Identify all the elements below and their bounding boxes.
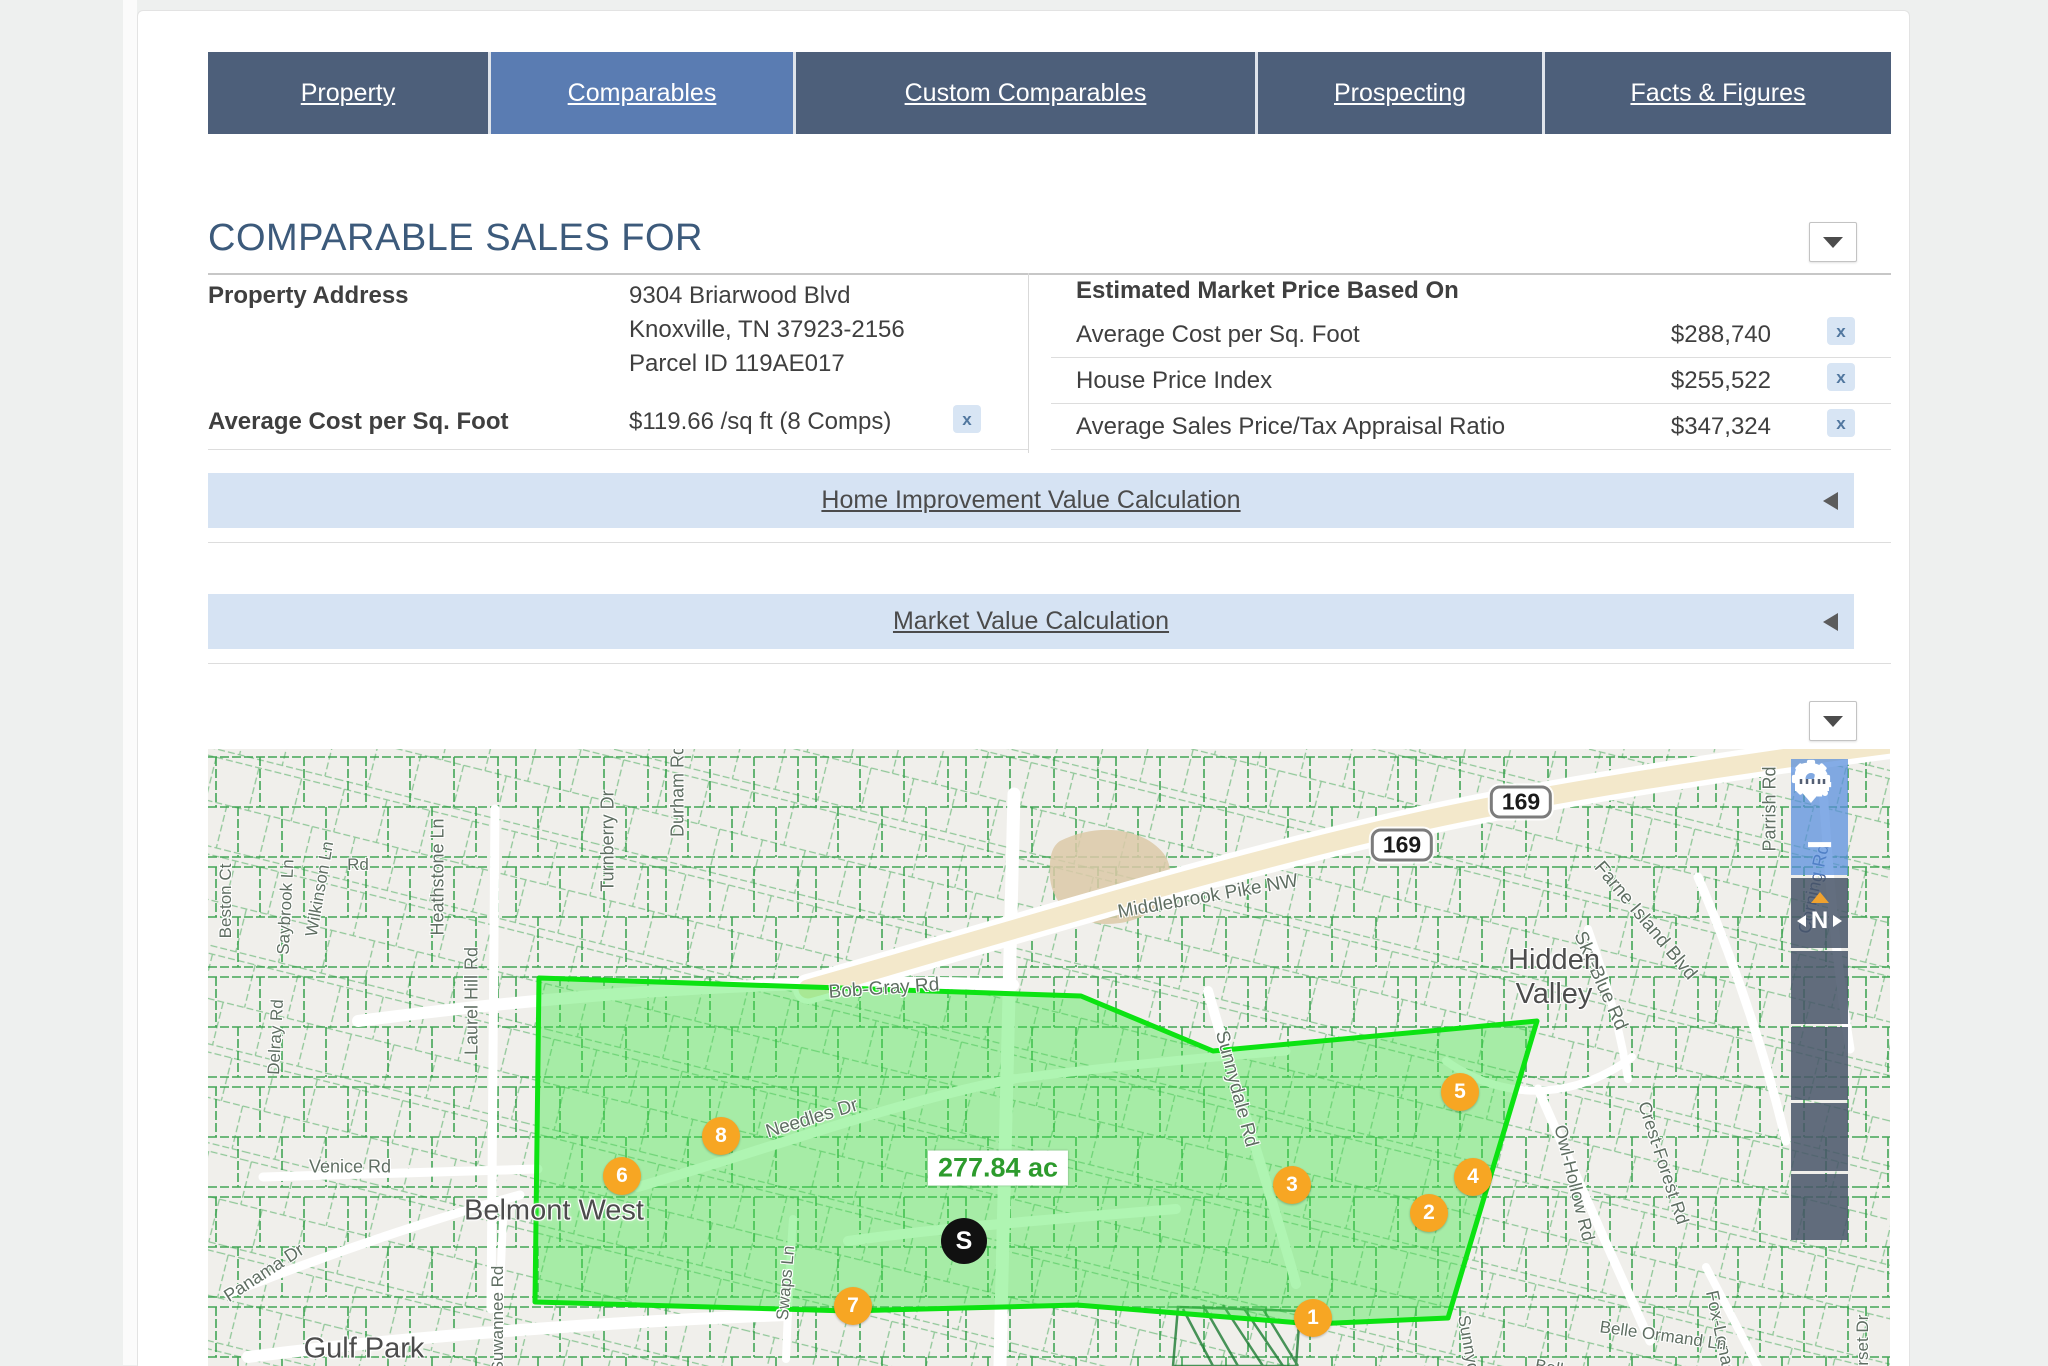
tab-property[interactable]: Property [208, 52, 491, 134]
zoom-out-button[interactable]: − [1806, 821, 1833, 867]
section-link[interactable]: Market Value Calculation [893, 607, 1169, 636]
chevron-left-icon [1823, 492, 1838, 510]
collapse-summary-button[interactable] [1809, 222, 1857, 262]
street-label: Rd [347, 855, 369, 875]
column-divider [1028, 273, 1029, 453]
comp-marker-8[interactable]: 8 [702, 1117, 740, 1155]
divider [1051, 357, 1891, 358]
tab-facts-figures[interactable]: Facts & Figures [1545, 52, 1891, 134]
pan-compass-control[interactable]: N [1791, 878, 1848, 948]
pan-right-icon[interactable] [1833, 915, 1842, 927]
avg-cost-label: Average Cost per Sq. Foot [208, 408, 509, 436]
chevron-left-icon [1823, 613, 1838, 631]
tab-custom-comparables[interactable]: Custom Comparables [796, 52, 1258, 134]
comp-marker-2[interactable]: 2 [1410, 1194, 1448, 1232]
place-label: Belmont West [464, 1195, 644, 1228]
comp-marker-1[interactable]: 1 [1294, 1299, 1332, 1337]
comp-marker-3[interactable]: 3 [1273, 1166, 1311, 1204]
comp-marker-5[interactable]: 5 [1441, 1073, 1479, 1111]
map-controls: + − N [1791, 759, 1848, 1243]
street-label: Venice Rd [309, 1157, 391, 1178]
street-label: Parrish Rd [1760, 766, 1781, 851]
remove-estimate-button[interactable]: x [1827, 363, 1855, 391]
map-base-layer [208, 749, 1890, 1366]
estimate-row-label: House Price Index [1076, 367, 1272, 395]
address-line3: Parcel ID 119AE017 [629, 350, 845, 378]
street-label: Dorset Dr [1853, 1315, 1873, 1366]
street-label: Heathstone Ln [428, 818, 449, 935]
section-market-value[interactable]: Market Value Calculation [208, 594, 1854, 649]
street-label: Turnberry Dr [598, 790, 619, 891]
divider [1051, 403, 1891, 404]
content-card: Property Comparables Custom Comparables … [137, 10, 1910, 1366]
page: Property Comparables Custom Comparables … [0, 0, 2048, 1365]
pan-left-icon[interactable] [1797, 915, 1806, 927]
remove-avg-cost-button[interactable]: x [953, 405, 981, 433]
route-shield: 169 [1490, 786, 1552, 819]
map-canvas[interactable]: Middlebrook Pike NW Bob-Gray Rd Needles … [208, 749, 1890, 1366]
divider [1051, 449, 1891, 450]
map-location-button[interactable] [1791, 1027, 1848, 1100]
property-address-label: Property Address [208, 282, 409, 310]
comp-marker-7[interactable]: 7 [834, 1287, 872, 1325]
estimate-row-label: Average Cost per Sq. Foot [1076, 321, 1360, 349]
address-line1: 9304 Briarwood Blvd [629, 282, 850, 310]
remove-estimate-button[interactable]: x [1827, 317, 1855, 345]
place-label: Hidden Valley [1487, 943, 1622, 1011]
chevron-down-icon [1823, 716, 1843, 727]
comp-marker-4[interactable]: 4 [1454, 1158, 1492, 1196]
street-label: Durham Rd [668, 749, 689, 837]
divider [208, 542, 1891, 543]
chevron-down-icon [1823, 237, 1843, 248]
place-label: Gulf Park [304, 1333, 425, 1366]
street-label: Delray Rd [264, 999, 288, 1076]
map-measure-button[interactable] [1791, 1174, 1848, 1240]
remove-estimate-button[interactable]: x [1827, 409, 1855, 437]
divider [208, 663, 1891, 664]
section-link[interactable]: Home Improvement Value Calculation [821, 486, 1240, 515]
street-label: Laurel Hill Rd [462, 947, 483, 1055]
north-label: N [1811, 907, 1828, 935]
street-label: Suwannee Rd [488, 1266, 508, 1366]
address-line2: Knoxville, TN 37923-2156 [629, 316, 905, 344]
estimate-row-value: $288,740 [1438, 321, 1771, 349]
route-shield: 169 [1371, 829, 1433, 862]
street-label: Beston Ct [216, 864, 236, 939]
section-home-improvement[interactable]: Home Improvement Value Calculation [208, 473, 1854, 528]
comp-marker-6[interactable]: 6 [603, 1157, 641, 1195]
estimates-header: Estimated Market Price Based On [1076, 277, 1459, 305]
ruler-icon [1791, 759, 1833, 795]
main-tabbar: Property Comparables Custom Comparables … [208, 52, 1891, 134]
page-gutter [123, 0, 137, 1365]
estimate-row-value: $255,522 [1438, 367, 1771, 395]
map-settings-button[interactable] [1791, 951, 1848, 1024]
collapse-map-button[interactable] [1809, 701, 1857, 741]
divider [208, 449, 1028, 450]
map-search-button[interactable] [1791, 1103, 1848, 1171]
tab-comparables[interactable]: Comparables [491, 52, 796, 134]
polygon-area-label: 277.84 ac [928, 1151, 1068, 1186]
tab-prospecting[interactable]: Prospecting [1258, 52, 1545, 134]
avg-cost-value: $119.66 /sq ft (8 Comps) [629, 408, 891, 436]
pan-up-icon[interactable] [1811, 892, 1829, 903]
subject-property-marker[interactable]: S [941, 1218, 987, 1264]
estimate-row-value: $347,324 [1438, 413, 1771, 441]
title-divider [208, 273, 1891, 275]
page-title: COMPARABLE SALES FOR [208, 217, 703, 260]
